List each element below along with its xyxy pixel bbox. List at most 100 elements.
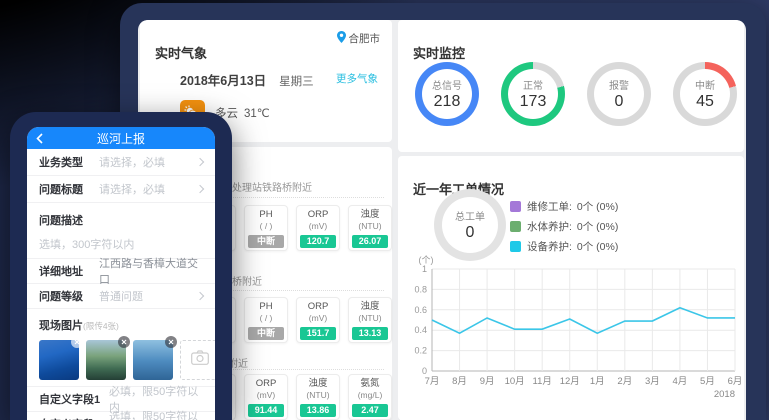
sensor-value-badge: 2.47: [352, 403, 388, 417]
sensor-row: PH ( / ) 中断 ORP (mV) 91.44 浊度 (NTU) 13.8…: [140, 374, 392, 420]
weather-title: 实时气象: [155, 46, 208, 61]
weather-date-row: 2018年6月13日 星期三: [180, 70, 314, 89]
sensor-value-badge: 151.7: [300, 326, 336, 340]
field-address[interactable]: 详细地址 江西路与香樟大道交口: [27, 258, 215, 286]
svg-text:3月: 3月: [645, 376, 660, 387]
svg-text:9月: 9月: [480, 376, 495, 387]
svg-text:1: 1: [422, 264, 427, 274]
phone-screen: 巡河上报 业务类型 请选择，必填 问题标题 请选择，必填 问题描述 选填，300…: [27, 127, 215, 420]
add-photo-button[interactable]: [180, 340, 215, 380]
more-weather-link[interactable]: 更多气象: [336, 73, 378, 85]
legend-swatch-water: [510, 220, 521, 232]
sensor-card: 浊度 (NTU) 13.86: [296, 374, 340, 420]
camera-icon: [191, 350, 209, 370]
sensor-value-badge: 13.86: [300, 403, 336, 417]
field-custom-2[interactable]: 自定义字段2 选填，限50字符以内: [27, 411, 215, 420]
svg-text:10月: 10月: [505, 376, 525, 387]
sensor-card: ORP (mV) 151.7: [296, 297, 340, 343]
gauge-interrupted: 中断 45: [673, 62, 737, 126]
legend-item: 维修工单: 0个 (0%): [510, 196, 618, 216]
gauge-normal: 正常 173: [501, 62, 565, 126]
station-name: 处理站铁路桥附近: [232, 183, 312, 194]
remove-photo-icon[interactable]: [118, 336, 130, 348]
divider: [150, 197, 384, 198]
sensor-status-badge: 中断: [248, 234, 284, 248]
svg-text:1月: 1月: [590, 376, 605, 387]
monitoring-card: 实时监控 总信号 218 正常 173 报警 0 中断 45: [398, 20, 744, 152]
phone-page-title: 巡河上报: [96, 131, 145, 146]
weather-date: 2018年6月13日: [180, 74, 267, 88]
sensor-value-badge: 120.7: [300, 234, 336, 248]
location-pin-icon: [336, 31, 349, 46]
legend-swatch-equipment: [510, 240, 521, 252]
sensor-value-badge: 13.13: [352, 326, 388, 340]
divider: [150, 369, 384, 370]
field-issue-title[interactable]: 问题标题 请选择，必填: [27, 176, 215, 203]
legend-swatch-repair: [510, 200, 521, 212]
phone-header: 巡河上报: [27, 127, 215, 149]
city-selector[interactable]: 合肥市: [336, 31, 381, 46]
svg-text:8月: 8月: [452, 376, 467, 387]
tablet-screen: 实时气象 合肥市 2018年6月13日 星期三 更多气象 多云 31℃: [138, 20, 746, 420]
gauge-total-signals: 总信号 218: [415, 62, 479, 126]
svg-text:0.6: 0.6: [414, 305, 427, 315]
svg-text:4月: 4月: [673, 376, 688, 387]
sensor-value-badge: 26.07: [352, 234, 388, 248]
card-stub-left: [400, 410, 605, 420]
photo-thumbnail[interactable]: [133, 336, 177, 380]
workorders-line-chart: 0 0.2 0.4 0.6 0.8 1 7月 8月 9月 10月 11月 12月 1月 2月 3月 4月 5月 6…: [410, 253, 742, 403]
remove-photo-icon[interactable]: [165, 336, 177, 348]
sensor-card: PH ( / ) 中断: [244, 297, 288, 343]
weather-temperature: 31℃: [244, 107, 270, 120]
city-label: 合肥市: [348, 33, 381, 45]
field-business-type[interactable]: 业务类型 请选择，必填: [27, 149, 215, 176]
workorders-legend: 维修工单: 0个 (0%) 水体养护: 0个 (0%) 设备养护: 0个 (0%…: [510, 196, 618, 256]
svg-text:11月: 11月: [532, 376, 551, 387]
divider: [150, 290, 384, 291]
sensor-card: ORP (mV) 120.7: [296, 205, 340, 251]
svg-text:2月: 2月: [617, 376, 632, 387]
sensor-status-badge: 中断: [248, 326, 284, 340]
svg-text:0: 0: [422, 366, 427, 376]
sensor-card: 浊度 (NTU) 13.13: [348, 297, 392, 343]
chevron-right-icon: [195, 157, 205, 167]
svg-text:(个): (个): [419, 255, 434, 265]
card-stub-right: [612, 410, 744, 420]
svg-text:6月: 6月: [728, 376, 742, 387]
photo-thumbnails: [27, 336, 215, 380]
back-icon[interactable]: [36, 132, 48, 144]
phone-mockup: 巡河上报 业务类型 请选择，必填 问题标题 请选择，必填 问题描述 选填，300…: [10, 112, 232, 420]
sensor-value-badge: 91.44: [248, 403, 284, 417]
station-name: 附近: [228, 359, 248, 370]
chevron-right-icon: [195, 291, 205, 301]
monitoring-title: 实时监控: [413, 46, 466, 61]
station-name: 桥附近: [232, 277, 262, 288]
field-issue-description[interactable]: 问题描述 选填，300字符以内: [27, 203, 215, 259]
field-issue-level[interactable]: 问题等级 普通问题: [27, 284, 215, 309]
svg-text:12月: 12月: [560, 376, 580, 387]
sensor-card: 氨氮 (mg/L) 2.47: [348, 374, 392, 420]
photo-thumbnail[interactable]: [39, 336, 83, 380]
remove-photo-icon[interactable]: [71, 336, 83, 348]
sensor-card: PH ( / ) 中断: [244, 205, 288, 251]
svg-text:0.2: 0.2: [414, 346, 427, 356]
photo-thumbnail[interactable]: [86, 336, 130, 380]
custom-fields: 自定义字段1 必填，限50字符以内 自定义字段2 选填，限50字符以内: [27, 386, 215, 420]
gauge-total-workorders: 总工单 0: [434, 189, 506, 261]
tablet-mockup: 实时气象 合肥市 2018年6月13日 星期三 更多气象 多云 31℃: [120, 3, 766, 420]
legend-item: 设备养护: 0个 (0%): [510, 236, 618, 256]
svg-text:2018: 2018: [714, 389, 735, 400]
photos-section-label: 现场图片(限传4张): [39, 320, 119, 332]
workorders-card: 近一年工单情况 总工单 0 维修工单: 0个 (0%) 水体养护: 0个 (0%): [398, 156, 744, 420]
field-custom-1[interactable]: 自定义字段1 必填，限50字符以内: [27, 386, 215, 414]
svg-text:5月: 5月: [700, 376, 715, 387]
weather-weekday: 星期三: [279, 76, 314, 88]
sensor-card: 浊度 (NTU) 26.07: [348, 205, 392, 251]
legend-item: 水体养护: 0个 (0%): [510, 216, 618, 236]
sensor-card: ORP (mV) 91.44: [244, 374, 288, 420]
svg-text:7月: 7月: [425, 376, 440, 387]
svg-text:0.8: 0.8: [414, 284, 427, 294]
chevron-right-icon: [195, 184, 205, 194]
svg-text:0.4: 0.4: [414, 325, 427, 335]
